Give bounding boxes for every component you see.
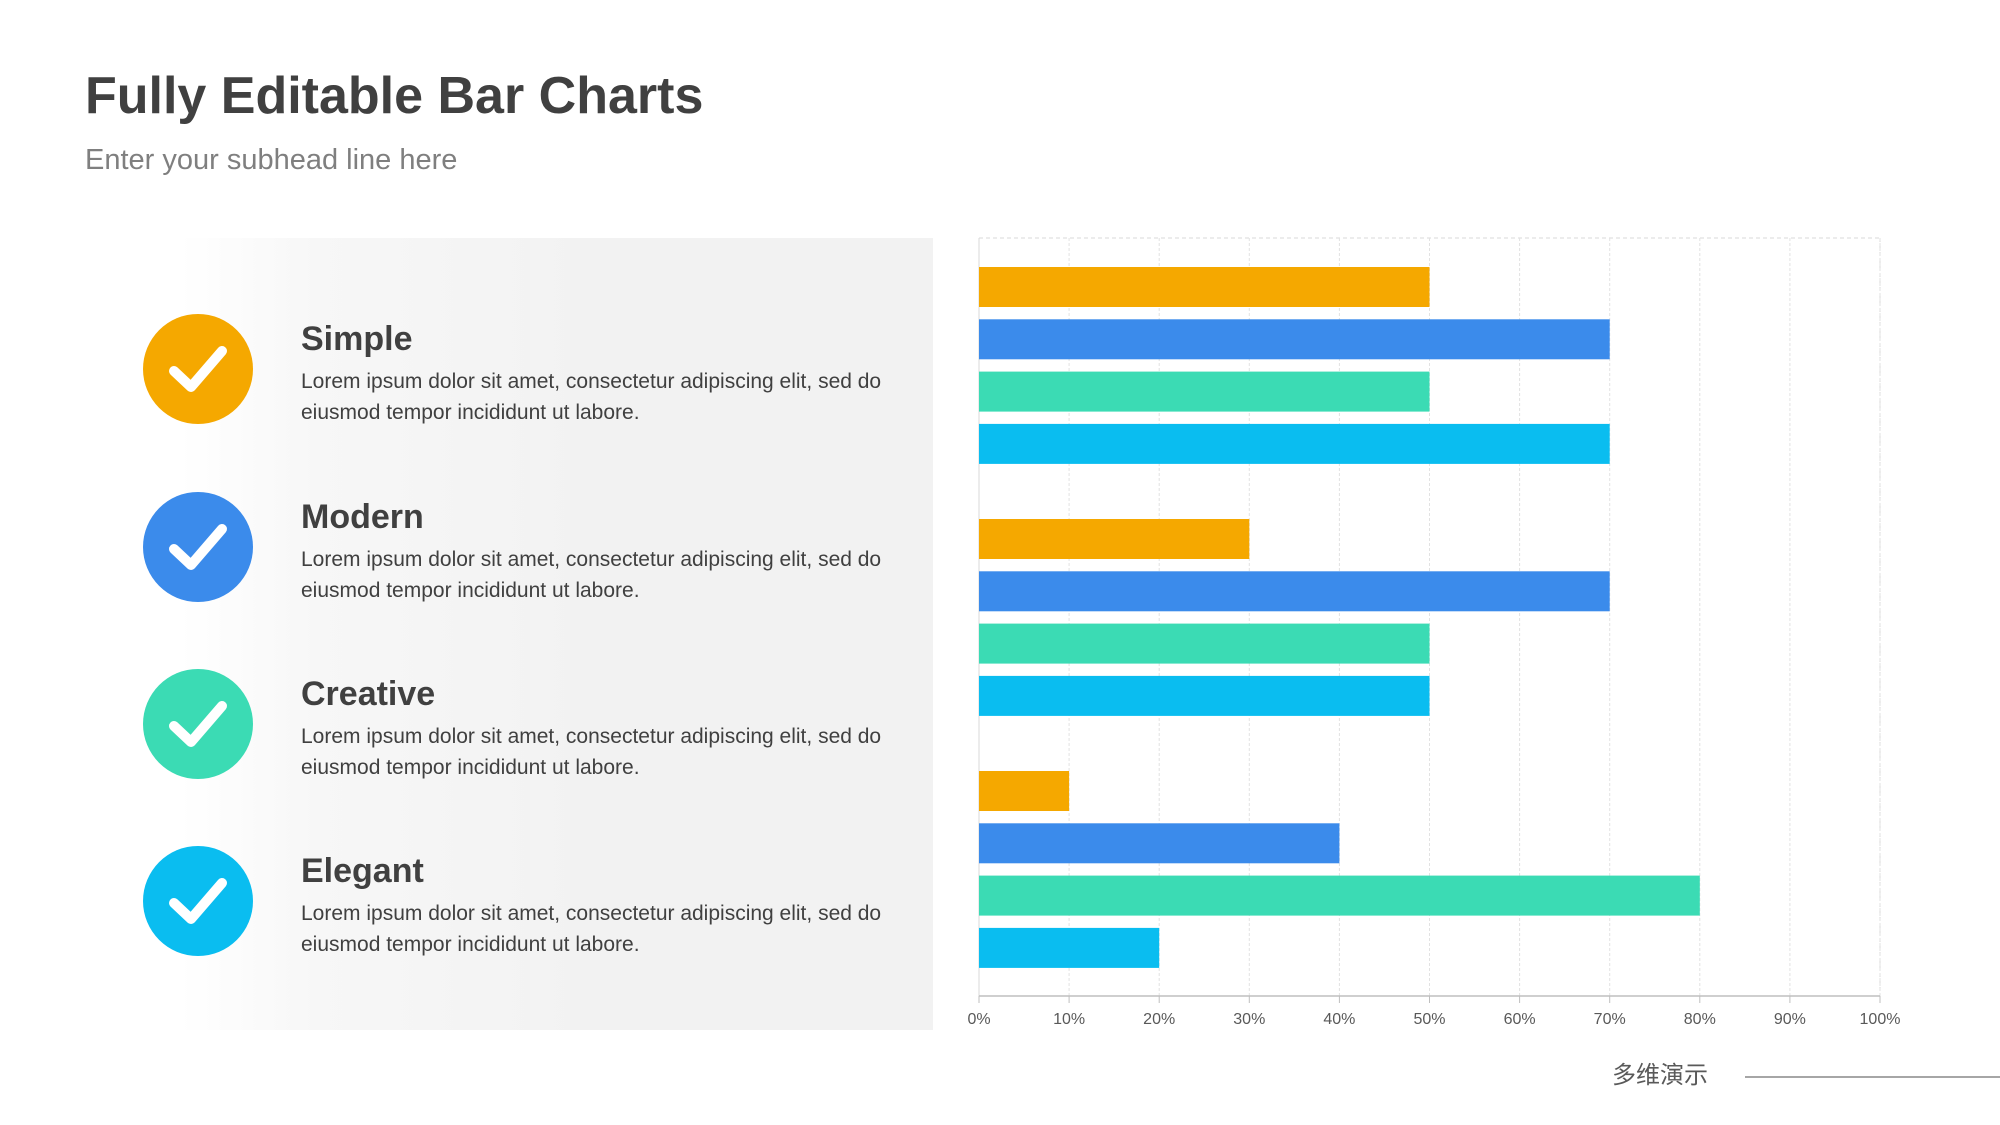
feature-title: Modern [301,498,424,536]
feature-description: Lorem ipsum dolor sit amet, consectetur … [301,902,882,956]
feature-creative: Creative Lorem ipsum dolor sit amet, con… [0,669,940,789]
bar [979,875,1700,916]
bar [979,771,1070,811]
check-circle-icon [143,669,253,779]
feature-title: Simple [301,320,413,358]
x-tick-label: 20% [1143,1011,1175,1028]
bar [979,623,1430,664]
footer-divider [1745,1076,2000,1078]
x-tick-label: 30% [1233,1011,1265,1028]
x-tick-label: 60% [1504,1011,1536,1028]
check-circle-icon [143,314,253,424]
bar [979,319,1610,360]
x-tick-label: 100% [1860,1011,1901,1028]
features-panel [180,238,933,1030]
check-circle-icon [143,492,253,602]
page-subtitle: Enter your subhead line here [85,144,458,176]
bar [979,267,1430,307]
bar [979,371,1430,412]
feature-title: Elegant [301,852,424,890]
brand-label: 多维演示 [1612,1061,1708,1089]
page-title: Fully Editable Bar Charts [85,67,704,125]
x-tick-label: 70% [1594,1011,1626,1028]
x-tick-label: 0% [967,1011,990,1028]
x-tick-label: 10% [1053,1011,1085,1028]
x-tick-label: 40% [1323,1011,1355,1028]
feature-elegant: Elegant Lorem ipsum dolor sit amet, cons… [0,846,940,966]
bar [979,927,1160,968]
bar [979,423,1610,464]
feature-simple: Simple Lorem ipsum dolor sit amet, conse… [0,314,940,434]
x-tick-label: 90% [1774,1011,1806,1028]
feature-title: Creative [301,675,436,713]
bar [979,823,1340,864]
feature-modern: Modern Lorem ipsum dolor sit amet, conse… [0,492,940,612]
bar [979,675,1430,716]
feature-description: Lorem ipsum dolor sit amet, consectetur … [301,725,882,779]
check-circle-icon [143,846,253,956]
bar [979,571,1610,612]
feature-description: Lorem ipsum dolor sit amet, consectetur … [301,370,882,424]
x-tick-label: 50% [1413,1011,1445,1028]
feature-description: Lorem ipsum dolor sit amet, consectetur … [301,548,882,602]
bar [979,519,1250,559]
x-tick-label: 80% [1684,1011,1716,1028]
